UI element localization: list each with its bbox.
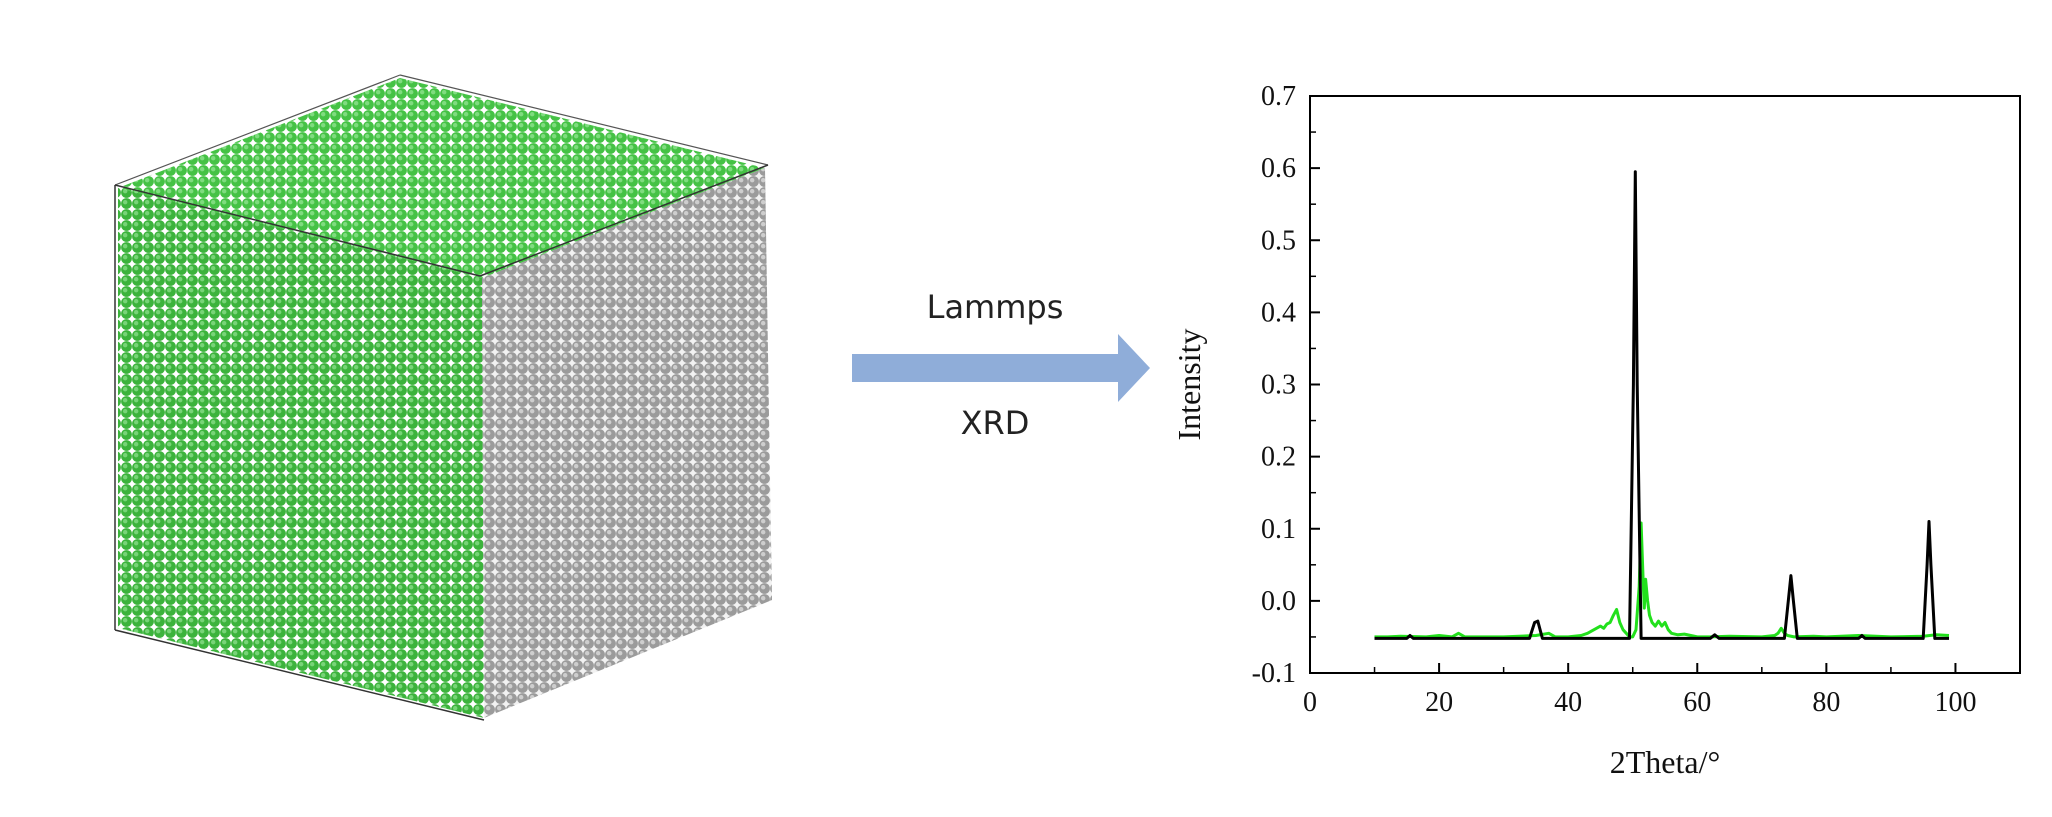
tick-marks	[1309, 95, 2021, 674]
y-tick-label: 0.3	[1261, 370, 1296, 401]
x-axis-label: 2Theta/°	[1610, 744, 1721, 780]
y-tick-label: 0.2	[1261, 442, 1296, 473]
y-tick-label: 0.6	[1261, 153, 1296, 184]
x-tick-labels: 0 20 40 60 80 100	[1303, 687, 1976, 718]
y-tick-label: 0.0	[1261, 586, 1296, 617]
x-tick-label: 60	[1683, 687, 1711, 718]
x-tick-label: 80	[1812, 687, 1840, 718]
plot-frame	[1309, 95, 2021, 674]
y-tick-labels: -0.1 0.0 0.1 0.2 0.3 0.4 0.5 0.6 0.7	[1252, 81, 1296, 689]
cube-back-edges	[114, 74, 769, 186]
arrow-icon	[852, 334, 1150, 402]
cube-front-edges	[114, 164, 769, 721]
cube-front-face	[118, 188, 484, 718]
series-layer	[1374, 170, 1950, 640]
cube-side-face	[482, 168, 772, 718]
y-tick-label: -0.1	[1252, 658, 1296, 689]
atom-cube-model	[114, 74, 772, 721]
arrow-label-bottom: XRD	[960, 404, 1030, 442]
y-tick-label: 0.4	[1261, 297, 1296, 328]
x-tick-label: 0	[1303, 687, 1317, 718]
y-axis-label: Intensity	[1171, 329, 1207, 441]
cube-side-shade	[482, 168, 772, 718]
series-line-green	[1374, 521, 1950, 639]
y-tick-label: 0.5	[1261, 225, 1296, 256]
x-tick-label: 20	[1425, 687, 1453, 718]
y-tick-label: 0.7	[1261, 81, 1296, 112]
series-line-black	[1374, 170, 1949, 640]
xrd-chart: -0.1 0.0 0.1 0.2 0.3 0.4 0.5 0.6 0.7 0 20 40 60 80 10…	[1171, 81, 2021, 780]
x-tick-label: 40	[1554, 687, 1582, 718]
y-tick-label: 0.1	[1261, 514, 1296, 545]
x-tick-label: 100	[1934, 687, 1976, 718]
process-arrow	[852, 334, 1150, 402]
arrow-label-top: Lammps	[926, 288, 1064, 326]
